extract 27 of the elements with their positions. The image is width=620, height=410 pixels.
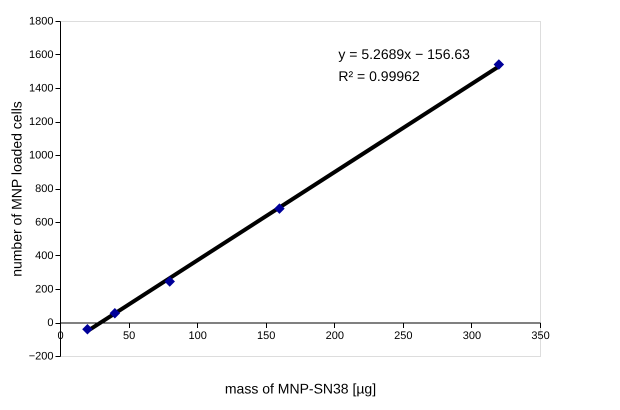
- point: [164, 276, 175, 287]
- x-tick-label: 250: [394, 330, 413, 342]
- y-tick-label: 800: [35, 183, 54, 195]
- point: [82, 324, 93, 334]
- y-tick-label: 1600: [29, 49, 54, 61]
- point: [110, 308, 120, 319]
- point: [494, 59, 504, 70]
- x-tick-label: 100: [188, 330, 207, 342]
- y-tick-label: 600: [35, 216, 54, 228]
- point: [274, 203, 285, 214]
- x-tick-label: 300: [462, 330, 482, 342]
- y-tick-label: 0: [47, 317, 54, 329]
- annotation: R² = 0.99962: [338, 68, 420, 84]
- y-tick-label: 1400: [29, 82, 54, 94]
- x-axis-title: mass of MNP-SN38 [µg]: [224, 380, 376, 396]
- y-tick-label: 1000: [29, 150, 54, 162]
- x-tick-label: 150: [257, 330, 276, 342]
- y-tick-label: 1800: [29, 16, 54, 28]
- x-tick-label: 350: [531, 330, 550, 342]
- y-tick-label: 200: [35, 284, 54, 296]
- y-axis-title: number of MNP loaded cells: [8, 101, 25, 277]
- y-tick-label: −200: [28, 350, 54, 362]
- x-tick-label: 50: [122, 330, 136, 342]
- y-tick-label: 400: [35, 250, 54, 262]
- annotation: y = 5.2689x − 156.63: [338, 46, 470, 62]
- y-tick-label: 1200: [29, 116, 54, 128]
- x-tick-label: 200: [326, 330, 344, 342]
